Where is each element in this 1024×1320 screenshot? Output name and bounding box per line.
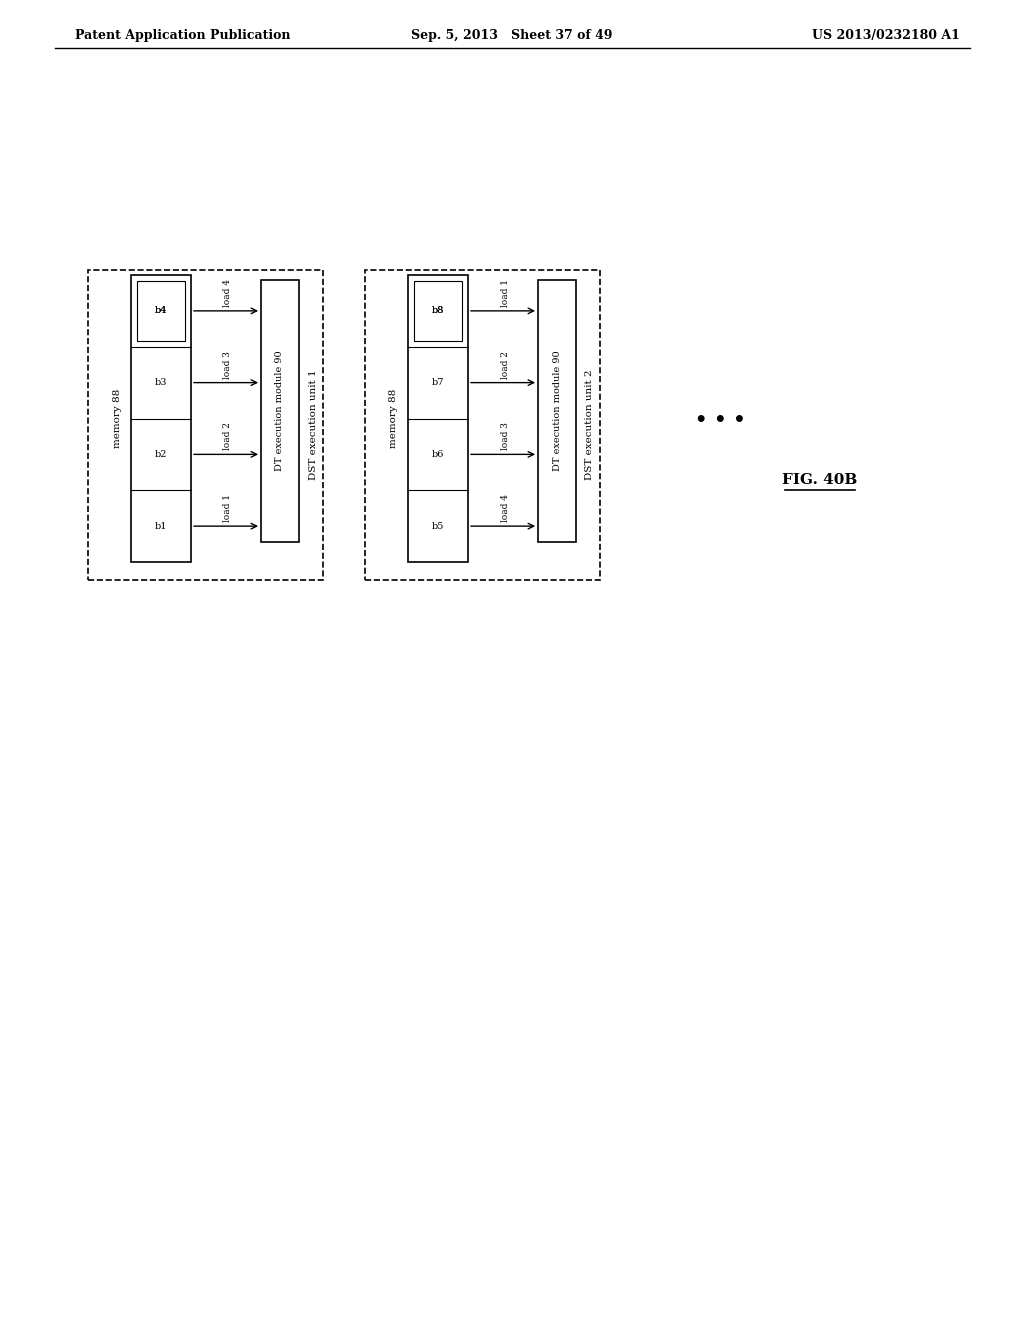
Text: b6: b6 — [432, 450, 444, 459]
Text: • • •: • • • — [694, 411, 745, 429]
Text: load 2: load 2 — [501, 351, 510, 379]
Bar — [88, 271, 323, 579]
Text: b2: b2 — [155, 450, 167, 459]
Text: load 1: load 1 — [223, 494, 232, 523]
Text: b7: b7 — [432, 378, 444, 387]
Text: DT execution module 90: DT execution module 90 — [275, 351, 285, 471]
Bar — [131, 275, 191, 562]
Text: DST execution unit 2: DST execution unit 2 — [586, 370, 595, 480]
Bar — [538, 280, 575, 543]
Text: b5: b5 — [432, 521, 444, 531]
Text: Patent Application Publication: Patent Application Publication — [75, 29, 291, 41]
Bar — [408, 275, 468, 562]
Text: memory 88: memory 88 — [113, 389, 122, 447]
Text: load 3: load 3 — [223, 351, 232, 379]
Text: load 4: load 4 — [223, 279, 232, 306]
Bar — [414, 281, 462, 341]
Text: load 3: load 3 — [501, 422, 510, 450]
Text: b4: b4 — [155, 306, 167, 315]
Text: FIG. 40B: FIG. 40B — [782, 473, 858, 487]
Bar — [261, 280, 299, 543]
Text: load 2: load 2 — [223, 422, 232, 450]
Text: load 4: load 4 — [501, 494, 510, 523]
Text: b8: b8 — [432, 306, 444, 315]
Text: load 1: load 1 — [501, 279, 510, 306]
Text: b3: b3 — [155, 378, 167, 387]
Bar — [137, 281, 185, 341]
Text: DST execution unit 1: DST execution unit 1 — [308, 370, 317, 480]
Bar — [365, 271, 600, 579]
Text: b1: b1 — [155, 521, 167, 531]
Text: US 2013/0232180 A1: US 2013/0232180 A1 — [812, 29, 961, 41]
Text: b8: b8 — [432, 306, 444, 315]
Text: b4: b4 — [155, 306, 167, 315]
Text: memory 88: memory 88 — [389, 389, 398, 447]
Text: DT execution module 90: DT execution module 90 — [553, 351, 561, 471]
Text: Sep. 5, 2013   Sheet 37 of 49: Sep. 5, 2013 Sheet 37 of 49 — [412, 29, 612, 41]
